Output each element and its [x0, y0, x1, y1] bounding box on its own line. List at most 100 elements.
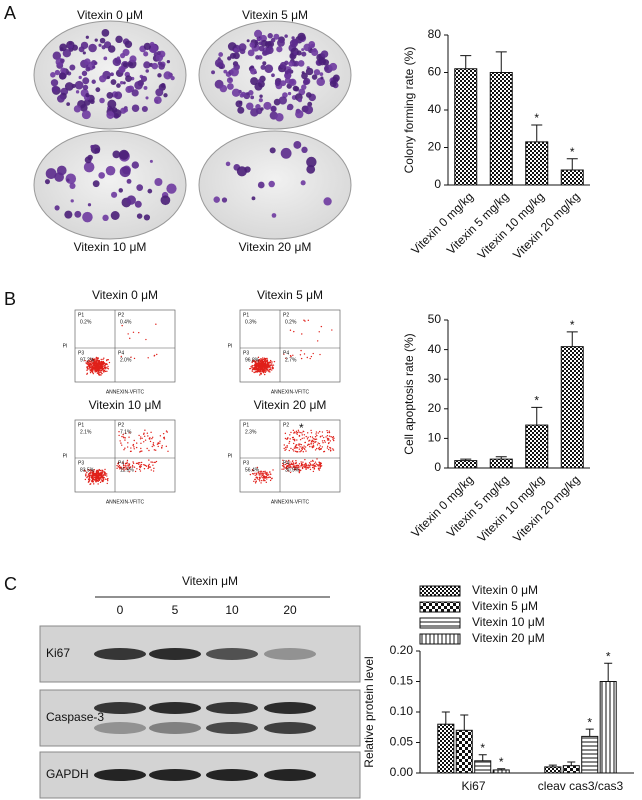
- colony: [301, 146, 308, 154]
- colony: [284, 70, 289, 75]
- event-dot: [123, 437, 125, 439]
- event-dot: [136, 462, 139, 465]
- event-dot: [93, 468, 96, 471]
- event-dot: [319, 465, 322, 468]
- event-dot: [87, 361, 89, 364]
- event-dot: [293, 463, 295, 465]
- event-dot: [255, 472, 258, 475]
- colony: [280, 147, 292, 159]
- event-dot: [315, 465, 317, 468]
- event-dot: [102, 478, 105, 480]
- blot-band: [206, 769, 258, 781]
- event-dot: [162, 432, 165, 435]
- colony: [233, 48, 238, 53]
- event-dot: [104, 365, 106, 367]
- blot-band: [94, 648, 146, 660]
- event-dot: [332, 448, 334, 450]
- event-dot: [306, 444, 309, 447]
- event-dot: [93, 483, 95, 485]
- event-dot: [261, 472, 263, 475]
- colony: [126, 195, 136, 205]
- event-dot: [124, 447, 126, 449]
- event-dot: [95, 361, 98, 364]
- event-dot: [267, 368, 269, 370]
- event-dot: [133, 446, 135, 448]
- y-tick-label: 80: [428, 27, 442, 41]
- event-dot: [267, 473, 269, 475]
- event-dot: [132, 466, 134, 468]
- colony: [250, 95, 255, 100]
- event-dot: [260, 474, 262, 476]
- colony: [134, 200, 142, 208]
- event-dot: [125, 462, 128, 465]
- event-dot: [261, 360, 263, 362]
- event-dot: [259, 476, 261, 479]
- event-dot: [143, 441, 145, 443]
- event-dot: [89, 367, 92, 369]
- colony: [271, 213, 277, 218]
- event-dot: [94, 369, 97, 372]
- event-dot: [292, 448, 294, 451]
- event-dot: [253, 480, 255, 483]
- event-dot: [119, 468, 121, 470]
- colony: [125, 75, 132, 83]
- flow-y-label: PI: [63, 453, 68, 459]
- colony: [92, 65, 96, 69]
- event-dot: [254, 472, 256, 475]
- event-dot: [307, 467, 310, 469]
- event-dot: [133, 466, 136, 468]
- event-dot: [297, 429, 300, 431]
- x-tick-label: Vitexin 20 mg/kg: [510, 189, 582, 261]
- event-dot: [152, 443, 154, 446]
- colony: [329, 80, 337, 88]
- event-dot: [257, 361, 259, 364]
- colony: [249, 42, 255, 48]
- event-dot: [124, 466, 127, 468]
- colony: [276, 46, 283, 53]
- event-dot: [271, 367, 273, 369]
- colony: [91, 79, 96, 84]
- event-dot: [151, 436, 154, 438]
- dish: [198, 130, 352, 240]
- event-dot: [288, 464, 290, 466]
- event-dot: [266, 474, 268, 477]
- event-dot: [320, 465, 323, 467]
- quadrant-value: 2.0%: [120, 357, 132, 363]
- colony: [107, 99, 117, 109]
- event-dot: [151, 445, 153, 448]
- event-dot: [149, 440, 152, 443]
- colony: [99, 75, 107, 83]
- event-dot: [102, 358, 104, 361]
- colony: [246, 39, 250, 43]
- flow-title: Vitexin 20 μM: [254, 398, 327, 412]
- event-dot: [264, 358, 267, 361]
- event-dot: [298, 443, 300, 445]
- colony: [111, 191, 118, 198]
- colony: [226, 77, 234, 84]
- event-dot: [263, 358, 266, 360]
- event-dot: [88, 476, 91, 478]
- event-dot: [296, 433, 298, 435]
- event-dot: [99, 362, 101, 364]
- event-dot: [263, 363, 265, 366]
- event-dot: [290, 431, 292, 434]
- event-dot: [261, 474, 263, 476]
- quadrant-value: 97.2%: [80, 357, 95, 363]
- event-dot: [100, 475, 103, 478]
- event-dot: [88, 480, 90, 483]
- event-dot: [140, 463, 143, 466]
- event-dot: [271, 369, 273, 371]
- colony: [297, 98, 303, 103]
- colony: [308, 41, 316, 48]
- event-dot: [300, 357, 303, 360]
- event-dot: [133, 439, 135, 442]
- event-dot: [97, 473, 100, 475]
- event-dot: [288, 463, 291, 465]
- event-dot: [288, 459, 290, 462]
- event-dot: [263, 479, 265, 482]
- event-dot: [94, 361, 96, 364]
- event-dot: [301, 446, 303, 448]
- event-dot: [95, 358, 97, 360]
- event-dot: [92, 369, 94, 372]
- event-dot: [295, 445, 297, 447]
